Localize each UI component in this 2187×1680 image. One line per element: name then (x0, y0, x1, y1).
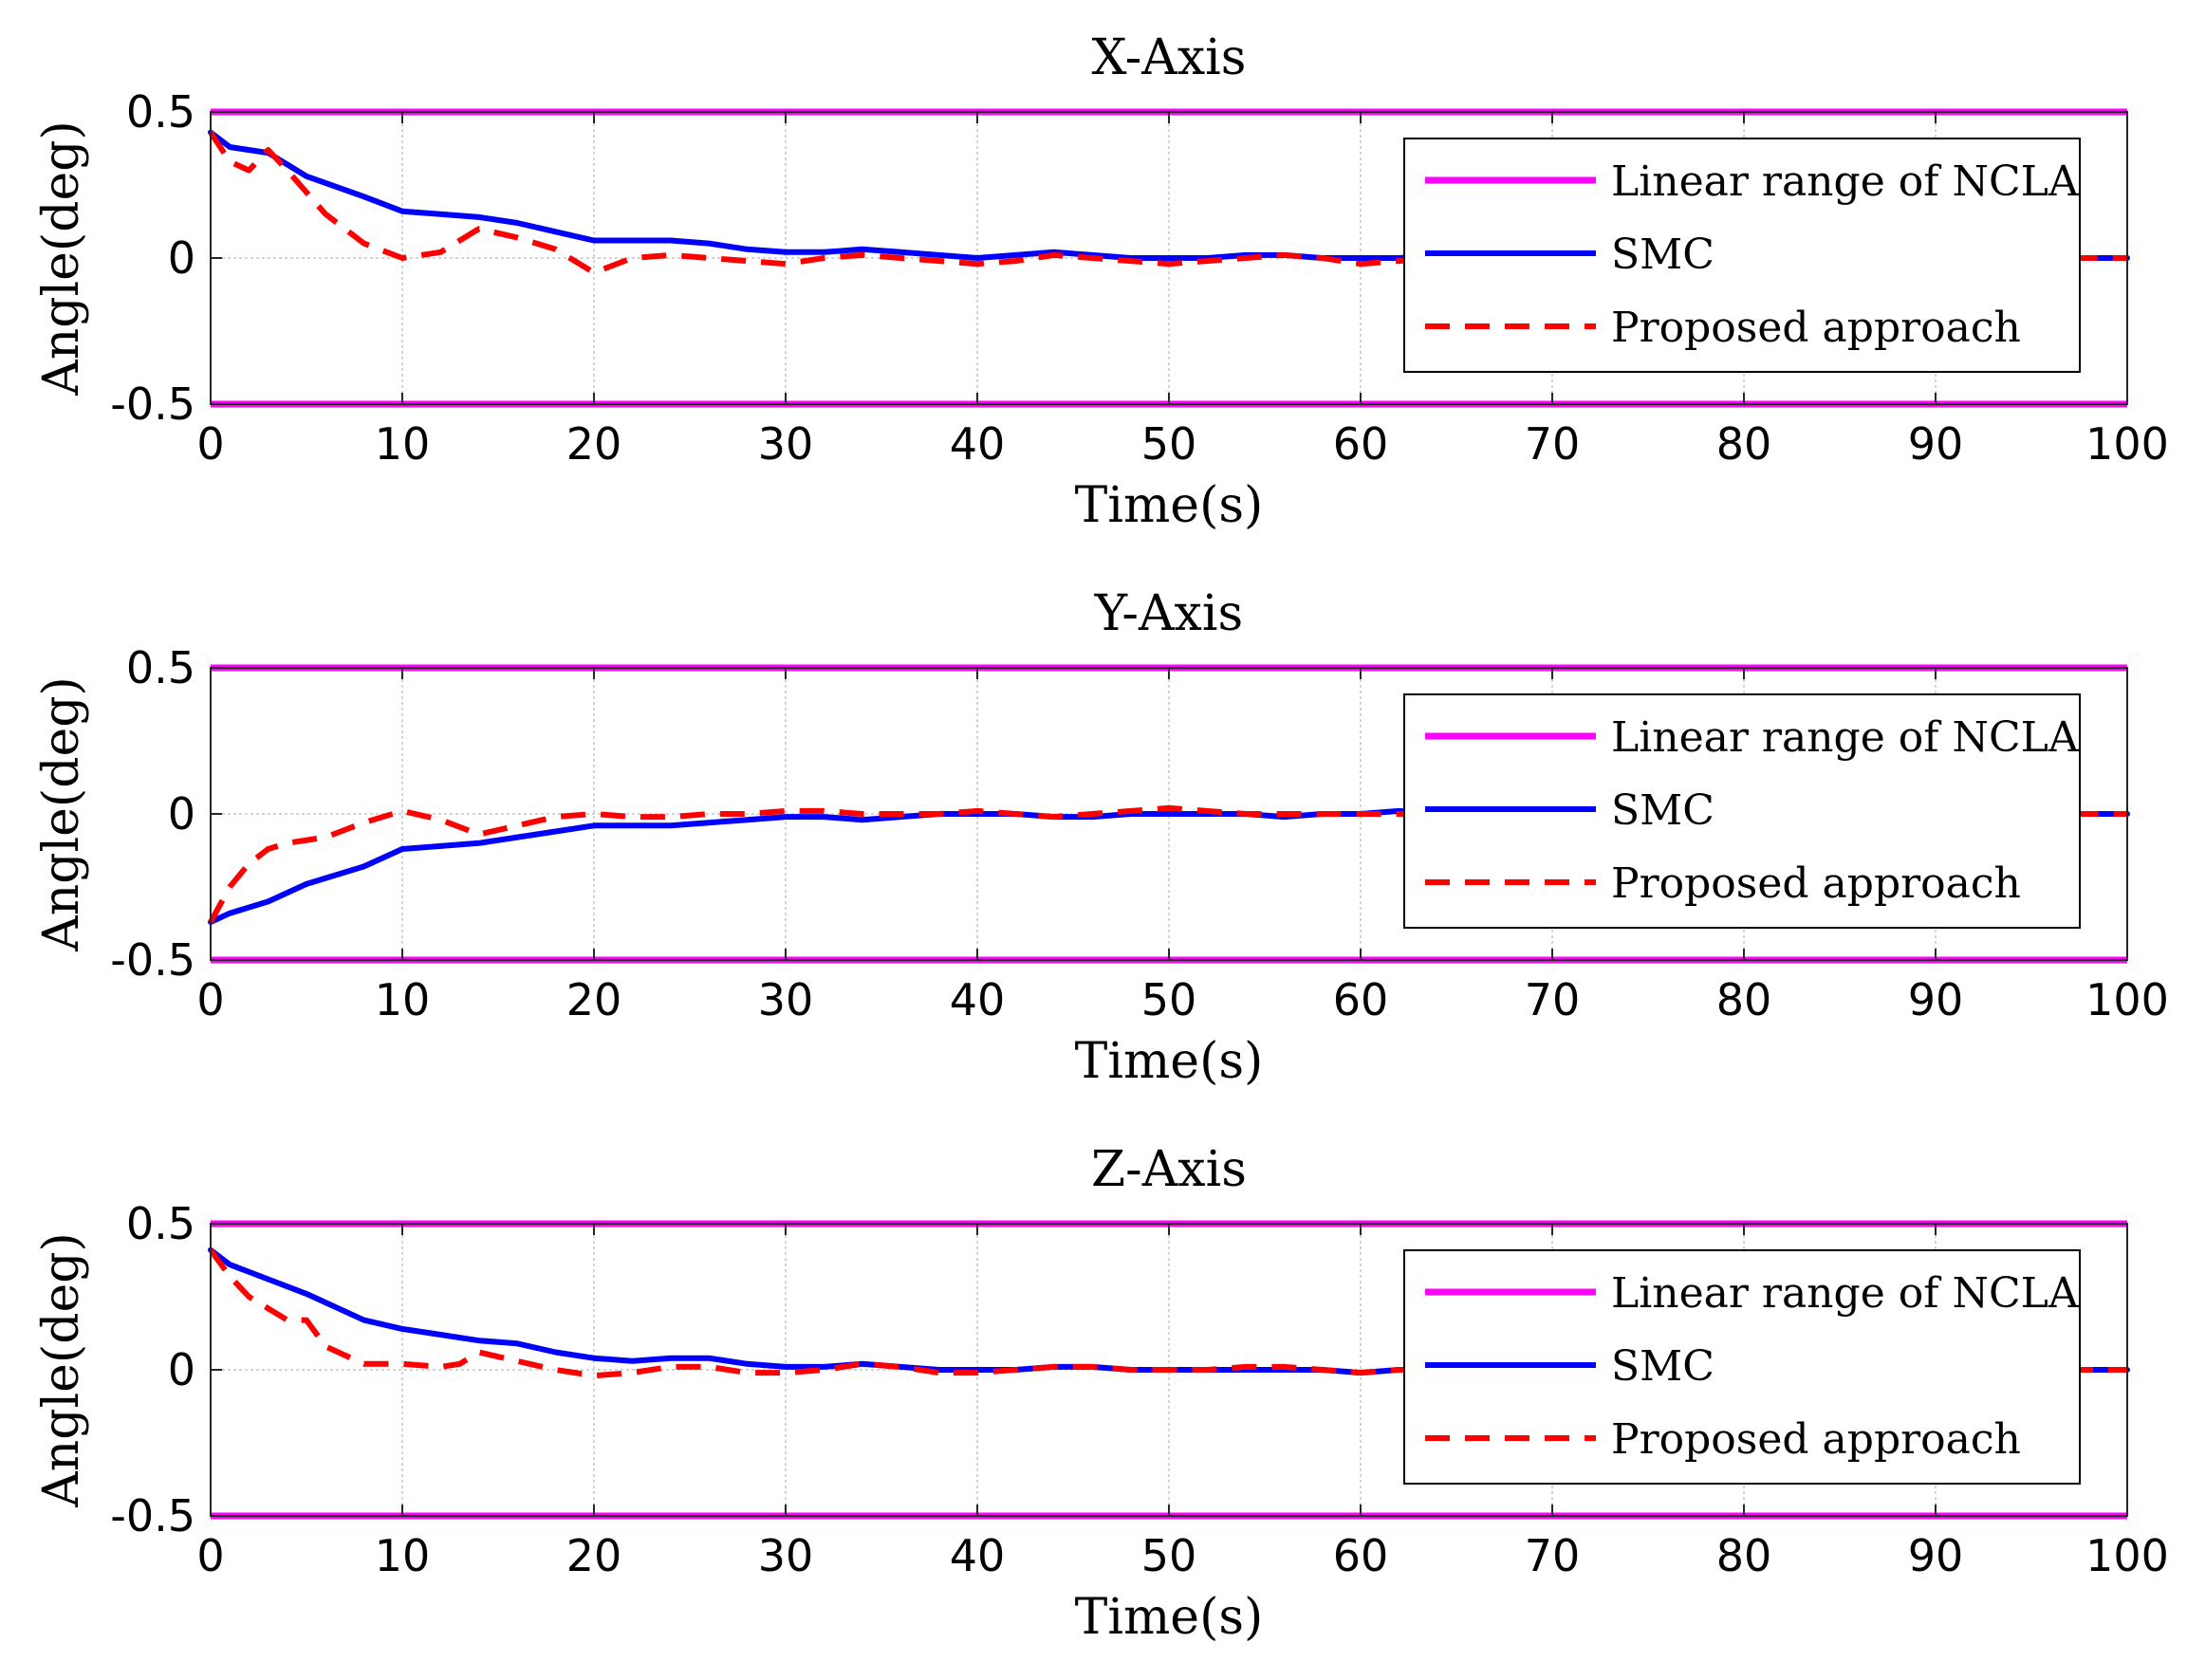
x-tick-label: 30 (758, 418, 814, 470)
legend-proposed-label: Proposed approach (1611, 859, 2021, 908)
x-tick-label: 100 (2085, 974, 2169, 1025)
x-tick-label: 0 (196, 1530, 224, 1581)
x-tick-label: 40 (950, 418, 1006, 470)
legend-limit-label: Linear range of NCLA (1611, 157, 2080, 206)
legend-proposed-label: Proposed approach (1611, 1415, 2021, 1464)
y-axis-label: Angle(deg) (33, 120, 90, 397)
y-tick-label: 0.5 (126, 86, 195, 138)
x-tick-label: 0 (196, 418, 224, 470)
series-proposed-line (208, 804, 2127, 924)
legend-limit-label: Linear range of NCLA (1611, 713, 2080, 762)
x-tick-label: 10 (375, 974, 431, 1025)
legend-limit-label: Linear range of NCLA (1611, 1269, 2080, 1318)
y-tick-label: 0.5 (126, 642, 195, 693)
x-tick-label: 60 (1333, 418, 1389, 470)
x-tick-label: 70 (1525, 418, 1581, 470)
x-tick-label: 70 (1525, 974, 1581, 1025)
y-tick-label: -0.5 (110, 934, 195, 986)
chart-title: X-Axis (1092, 29, 1247, 86)
x-axis-label: Time(s) (1075, 1589, 1264, 1646)
legend-smc-label: SMC (1611, 231, 1714, 279)
chart-title: Z-Axis (1091, 1141, 1247, 1198)
x-tick-label: 50 (1141, 1530, 1197, 1581)
y-axis-label: Angle(deg) (33, 1232, 90, 1508)
x-tick-label: 50 (1141, 418, 1197, 470)
x-tick-label: 60 (1333, 974, 1389, 1025)
x-tick-label: 80 (1716, 974, 1772, 1025)
x-tick-label: 90 (1908, 1530, 1964, 1581)
x-tick-label: 0 (196, 974, 224, 1025)
x-tick-label: 10 (375, 1530, 431, 1581)
y-tick-label: -0.5 (110, 1490, 195, 1542)
legend-smc-label: SMC (1611, 1342, 1714, 1391)
x-tick-label: 20 (566, 1530, 622, 1581)
x-tick-label: 20 (566, 418, 622, 470)
legend: Linear range of NCLA SMC Proposed approach (1403, 693, 2081, 929)
y-tick-label: 0.5 (126, 1198, 195, 1249)
y-tick-label: -0.5 (110, 378, 195, 430)
chart-title: Y-Axis (1094, 585, 1243, 642)
legend-proposed-label: Proposed approach (1611, 304, 2021, 352)
x-tick-label: 40 (950, 1530, 1006, 1581)
y-tick-label: 0 (168, 232, 195, 284)
x-tick-label: 80 (1716, 418, 1772, 470)
x-tick-label: 30 (758, 1530, 814, 1581)
x-tick-label: 50 (1141, 974, 1197, 1025)
y-tick-label: 0 (168, 1344, 195, 1395)
legend: Linear range of NCLA SMC Proposed approach (1403, 1249, 2081, 1485)
x-tick-label: 80 (1716, 1530, 1772, 1581)
x-tick-label: 90 (1908, 974, 1964, 1025)
y-tick-label: 0 (168, 788, 195, 840)
x-tick-label: 100 (2085, 1530, 2169, 1581)
x-tick-label: 70 (1525, 1530, 1581, 1581)
x-tick-label: 20 (566, 974, 622, 1025)
x-tick-label: 100 (2085, 418, 2169, 470)
x-tick-label: 60 (1333, 1530, 1389, 1581)
x-tick-label: 40 (950, 974, 1006, 1025)
legend: Linear range of NCLA SMC Proposed approach (1403, 138, 2081, 373)
x-tick-label: 30 (758, 974, 814, 1025)
x-axis-label: Time(s) (1075, 1033, 1264, 1090)
y-axis-label: Angle(deg) (33, 676, 90, 952)
x-tick-label: 10 (375, 418, 431, 470)
x-tick-label: 90 (1908, 418, 1964, 470)
x-axis-label: Time(s) (1075, 477, 1264, 534)
legend-smc-label: SMC (1611, 786, 1714, 835)
